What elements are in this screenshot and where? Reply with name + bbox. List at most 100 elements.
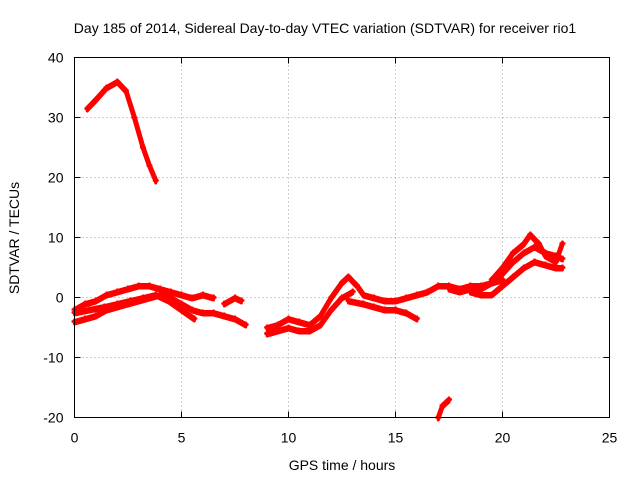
data-point [221, 300, 228, 307]
data-point [345, 273, 352, 280]
y-tick-label: -20 [43, 410, 63, 426]
x-tick-label: 0 [71, 430, 79, 446]
data-point [242, 321, 249, 328]
data-point [189, 294, 196, 301]
data-point [114, 78, 121, 85]
data-point [131, 114, 138, 121]
y-tick-label: 40 [48, 50, 64, 66]
data-point [559, 240, 566, 247]
data-point [553, 264, 559, 271]
data-point [296, 318, 303, 325]
data-point [178, 300, 185, 307]
series-layer [71, 78, 566, 422]
data-point [135, 282, 142, 289]
data-point [157, 285, 164, 292]
series-band-mid-lower [264, 288, 356, 338]
data-point [199, 309, 206, 316]
data-point [559, 255, 566, 262]
data-point [413, 291, 420, 298]
data-point [339, 294, 345, 301]
y-tick-label: -10 [43, 350, 63, 366]
data-point [146, 282, 153, 289]
data-point [122, 87, 129, 94]
data-point [446, 285, 452, 292]
data-point [221, 312, 228, 319]
data-point [139, 294, 146, 301]
data-point [413, 315, 420, 322]
data-point [520, 264, 527, 271]
series-arc-low-17h [435, 396, 452, 422]
data-point [488, 291, 495, 298]
series-line [467, 259, 565, 297]
data-point [274, 327, 281, 334]
data-point [178, 306, 185, 313]
data-point [531, 258, 538, 265]
series-band-mid-upper [264, 273, 506, 332]
data-point [92, 297, 99, 304]
data-point [127, 297, 134, 304]
x-axis-label: GPS time / hours [289, 457, 396, 473]
series-line-shadow [468, 262, 564, 299]
series-arc-13-16 [345, 297, 420, 323]
data-point [392, 297, 399, 304]
data-point [381, 297, 388, 304]
series-arc-high-early [84, 78, 159, 185]
data-point [306, 327, 313, 334]
data-point [114, 288, 121, 295]
data-point [499, 264, 506, 271]
data-point [296, 327, 303, 334]
data-point [285, 315, 292, 322]
data-point [264, 324, 271, 331]
data-point [510, 273, 517, 280]
data-point [152, 177, 159, 184]
data-point [328, 306, 335, 313]
data-point [317, 321, 324, 328]
chart-title: Day 185 of 2014, Sidereal Day-to-day VTE… [74, 20, 577, 36]
data-point [510, 249, 517, 256]
data-point [371, 303, 378, 310]
data-point [446, 396, 452, 403]
data-point [499, 282, 506, 289]
data-point [285, 324, 292, 331]
data-point [264, 330, 271, 337]
data-point [103, 291, 110, 298]
data-point [403, 294, 410, 301]
series-line-shadow [73, 286, 216, 314]
data-point [520, 240, 527, 247]
data-point [381, 306, 388, 313]
y-tick-label: 10 [48, 230, 64, 246]
data-point [189, 306, 196, 313]
y-axis-label: SDTVAR / TECUs [6, 182, 22, 294]
data-point [392, 306, 399, 313]
data-point [553, 258, 559, 265]
data-point [101, 303, 108, 310]
data-point [535, 240, 542, 247]
data-point [82, 300, 89, 307]
data-point [199, 291, 206, 298]
series-line-shadow [73, 295, 196, 323]
y-tick-label: 20 [48, 170, 64, 186]
data-point [360, 291, 367, 298]
grid-layer [74, 57, 610, 418]
tick-layer: 0 5 10 15 20 25 -20 -10 0 10 20 30 40 [43, 50, 617, 446]
data-point [152, 291, 159, 298]
y-tick-label: 30 [48, 110, 64, 126]
data-point [345, 297, 352, 304]
data-point [84, 105, 91, 112]
y-tick-label: 0 [56, 290, 64, 306]
data-point [328, 294, 335, 301]
data-point [371, 294, 378, 301]
data-point [360, 300, 367, 307]
data-point [439, 402, 446, 409]
data-point [520, 249, 527, 256]
series-band-late-upper [488, 231, 566, 284]
data-point [178, 291, 185, 298]
data-point [92, 96, 99, 103]
x-tick-label: 5 [178, 430, 186, 446]
x-tick-label: 20 [495, 430, 511, 446]
data-point [478, 285, 485, 292]
data-point [435, 282, 442, 289]
series-band-early-upper [71, 282, 217, 314]
data-point [349, 288, 356, 295]
